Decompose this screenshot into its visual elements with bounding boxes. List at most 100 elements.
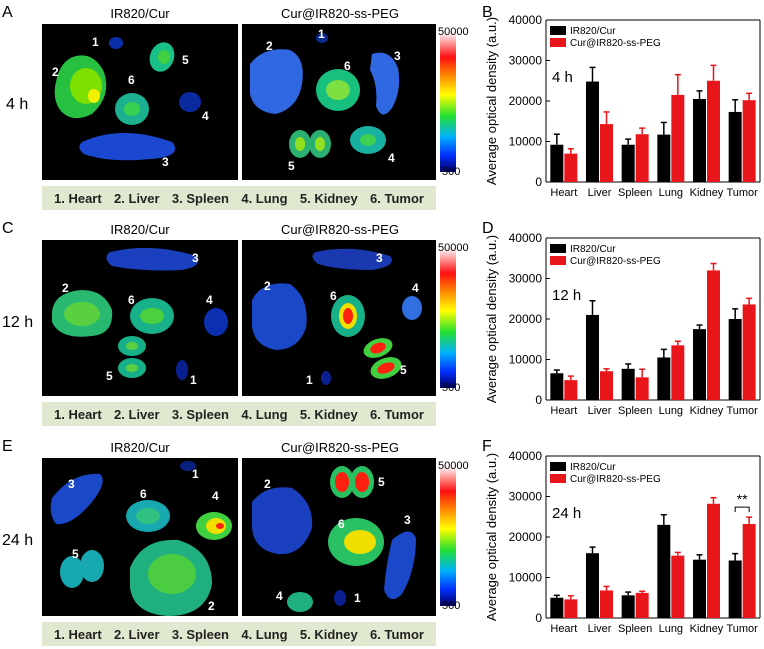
organ-number-2: 2 xyxy=(208,599,215,613)
organ-number-5: 5 xyxy=(288,159,295,173)
legend-lung: 4. Lung xyxy=(241,406,288,422)
panel-label-d: D xyxy=(482,220,494,237)
col-title-right-e: Cur@IR820-ss-PEG xyxy=(281,440,399,455)
y-axis-label: Average optical density (a.u.) xyxy=(484,235,499,403)
fluorescence-image-24h-ircur: 3 1 6 4 5 2 xyxy=(42,458,238,616)
bar xyxy=(586,314,599,400)
bar xyxy=(657,524,671,618)
time-annotation: 24 h xyxy=(552,505,581,522)
legend-spleen: 3. Spleen xyxy=(171,190,229,206)
legend-swatch xyxy=(550,462,566,471)
bar xyxy=(550,373,564,400)
bar xyxy=(707,503,720,618)
y-tick-label: 10000 xyxy=(509,571,543,585)
colorbar-4h xyxy=(440,32,456,172)
colorbar-min-24h: 500 xyxy=(442,600,461,612)
bar xyxy=(621,144,635,182)
x-tick-label: Tumor xyxy=(726,623,758,635)
colorbar-max-24h: 50000 xyxy=(438,460,469,472)
fluorescence-image-12h-ircur: 3 2 6 4 5 1 xyxy=(42,240,238,396)
colorbar-max-12h: 50000 xyxy=(438,242,469,254)
col-title-left-a: IR820/Cur xyxy=(110,6,170,21)
colorbar-max-4h: 50000 xyxy=(438,26,469,38)
bar xyxy=(621,595,635,618)
bar xyxy=(635,134,649,182)
bar xyxy=(564,153,578,182)
legend-tumor: 6. Tumor xyxy=(370,190,424,206)
bar xyxy=(728,560,742,618)
y-axis-label: Average optical density (a.u.) xyxy=(484,453,499,621)
x-tick-label: Tumor xyxy=(726,405,758,417)
bar-chart-4h: 0 10000 20000 30000 40000 Average optical den… xyxy=(484,13,761,199)
panel-label-a: A xyxy=(2,4,13,21)
y-tick-label: 20000 xyxy=(509,94,543,108)
organ-number-6: 6 xyxy=(128,293,135,307)
organ-number-3: 3 xyxy=(68,477,75,491)
legend-label: Cur@IR820-ss-PEG xyxy=(570,256,661,267)
legend-swatch xyxy=(550,256,566,265)
organ-number-6: 6 xyxy=(344,59,351,73)
time-annotation: 12 h xyxy=(552,287,581,304)
panel-label-e: E xyxy=(2,438,13,455)
organ-number-3: 3 xyxy=(394,49,401,63)
organ-number-2: 2 xyxy=(266,39,273,53)
significance-bracket xyxy=(734,506,750,513)
colorbar-min-12h: 500 xyxy=(442,382,461,394)
organ-number-3: 3 xyxy=(376,251,383,265)
organ-number-4: 4 xyxy=(212,489,219,503)
bar xyxy=(635,377,649,400)
bar xyxy=(586,553,599,618)
y-tick-label: 0 xyxy=(535,611,542,625)
bar xyxy=(671,555,685,618)
legend-lung: 4. Lung xyxy=(241,626,288,642)
x-tick-label: Kidney xyxy=(690,405,724,417)
x-tick-label: Heart xyxy=(550,187,577,199)
fluorescence-image-4h-ircur: 1 2 3 4 5 6 xyxy=(42,24,238,180)
x-tick-label: Tumor xyxy=(726,187,758,199)
organ-number-5: 5 xyxy=(72,547,79,561)
legend-heart: 1. Heart xyxy=(54,406,102,422)
y-tick-label: 30000 xyxy=(509,490,543,504)
x-tick-label: Liver xyxy=(588,187,612,199)
bar xyxy=(707,270,720,400)
organ-number-6: 6 xyxy=(338,517,345,531)
bar xyxy=(657,357,671,400)
bar xyxy=(600,371,613,400)
x-tick-label: Lung xyxy=(659,623,683,635)
organ-number-5: 5 xyxy=(106,369,113,383)
bar xyxy=(621,368,635,400)
bar xyxy=(600,124,613,182)
legend-kidney: 5. Kidney xyxy=(299,406,358,422)
significance-label: ** xyxy=(737,491,748,507)
organ-number-4: 4 xyxy=(202,109,209,123)
legend-kidney: 5. Kidney xyxy=(299,190,358,206)
organ-number-1: 1 xyxy=(306,373,313,387)
y-tick-label: 30000 xyxy=(509,54,543,68)
col-title-left-c: IR820/Cur xyxy=(110,222,170,237)
organ-number-2: 2 xyxy=(52,65,59,79)
col-title-left-e: IR820/Cur xyxy=(110,440,170,455)
organ-legend-4h: 1. Heart 2. Liver 3. Spleen 4. Lung 5. K… xyxy=(42,186,436,210)
legend-label: Cur@IR820-ss-PEG xyxy=(570,474,661,485)
fluorescence-image-4h-nano: 1 2 3 4 5 6 xyxy=(242,24,436,180)
bar xyxy=(564,380,578,400)
organ-number-1: 1 xyxy=(318,27,325,41)
organ-number-4: 4 xyxy=(206,293,213,307)
legend-liver: 2. Liver xyxy=(114,406,160,422)
legend-swatch xyxy=(550,38,566,47)
x-tick-label: Kidney xyxy=(690,623,724,635)
x-tick-label: Liver xyxy=(588,405,612,417)
timepoint-24h: 24 h xyxy=(2,532,34,549)
y-tick-label: 30000 xyxy=(509,272,543,286)
time-annotation: 4 h xyxy=(552,69,573,86)
legend-label: Cur@IR820-ss-PEG xyxy=(570,38,661,49)
timepoint-4h: 4 h xyxy=(6,96,29,113)
bar xyxy=(728,319,742,400)
bar xyxy=(707,80,720,182)
panel-label-f: F xyxy=(482,438,492,455)
organ-number-6: 6 xyxy=(128,73,135,87)
y-tick-label: 40000 xyxy=(509,449,543,463)
x-tick-label: Spleen xyxy=(618,405,652,417)
legend-tumor: 6. Tumor xyxy=(370,406,424,422)
organ-number-2: 2 xyxy=(62,281,69,295)
